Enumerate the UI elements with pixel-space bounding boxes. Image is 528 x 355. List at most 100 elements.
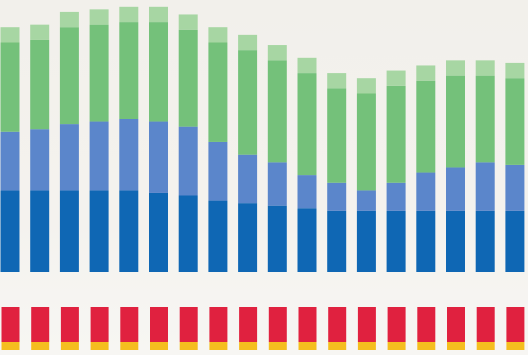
lower-bar-red-6 [150,307,168,342]
lower-bar-red-18 [506,307,525,342]
bar-segment-s2-4 [89,121,109,191]
bar-segment-s3-12 [327,88,347,183]
bar-segment-s2-10 [267,162,287,206]
lower-bar-red-17 [476,307,495,342]
bar-segment-s3-14 [386,85,406,183]
bar-segment-s3-2 [30,39,50,130]
bar-segment-s4-2 [30,24,50,40]
lower-bar-yellow-2 [31,342,50,350]
lower-bar-yellow-14 [387,342,406,350]
bar-segment-s2-6 [149,121,168,193]
lower-bar-red-16 [447,307,465,342]
bar-segment-s2-7 [178,126,198,196]
lower-bar-red-14 [387,307,406,342]
bar-segment-s1-1 [0,190,20,272]
bar-segment-s1-11 [297,208,317,272]
lower-bar-red-5 [120,307,139,342]
bar-segment-s2-18 [505,164,525,211]
bar-segment-s2-9 [238,154,258,204]
bar-segment-s2-16 [446,167,465,211]
lower-bar-group [1,307,525,350]
bar-segment-s4-16 [446,60,465,76]
lower-bar-yellow-7 [179,342,198,350]
lower-bar-yellow-10 [268,342,287,350]
bar-segment-s3-11 [297,73,317,176]
lower-bar-red-10 [268,307,287,342]
bar-segment-s1-10 [267,205,287,272]
bar-segment-s3-15 [416,80,436,173]
bar-segment-s1-3 [59,190,79,272]
bar-segment-s4-7 [178,14,198,30]
lower-bar-yellow-13 [357,342,376,350]
lower-bar-red-3 [60,307,79,342]
lower-bar-red-4 [90,307,109,342]
bar-segment-s1-4 [89,190,109,272]
lower-bar-yellow-15 [417,342,436,350]
bar-segment-s4-5 [119,6,139,23]
lower-bar-yellow-8 [209,342,228,350]
bar-segment-s4-13 [356,78,376,94]
bar-segment-s1-16 [446,210,465,272]
bar-segment-s3-7 [178,29,198,127]
bar-segment-s3-17 [475,75,495,163]
bar-segment-s3-10 [267,60,287,163]
bar-segment-s1-9 [238,203,258,272]
bar-segment-s4-11 [297,57,317,74]
bar-segment-s2-2 [30,129,50,191]
bar-segment-s3-18 [505,78,525,165]
bar-segment-s2-8 [208,141,228,201]
bar-segment-s4-15 [416,65,436,81]
bar-segment-s1-8 [208,200,228,272]
bar-segment-s1-2 [30,190,50,272]
lower-bar-red-7 [179,307,198,342]
bar-segment-s1-12 [327,210,347,272]
bar-segment-s4-14 [386,70,406,86]
bar-segment-s2-1 [0,131,20,191]
lower-bar-red-11 [298,307,317,342]
lower-bar-yellow-12 [328,342,347,350]
bar-segment-s1-13 [356,210,376,272]
bar-segment-s3-4 [89,24,109,122]
lower-bar-red-8 [209,307,228,342]
bar-segment-s3-3 [59,27,79,125]
bar-segment-s3-16 [446,75,465,168]
bar-segment-s1-6 [149,192,168,272]
bar-segment-s1-14 [386,210,406,272]
lower-bar-yellow-3 [60,342,79,350]
upper-bar-group [0,6,525,272]
bar-segment-s1-5 [119,190,139,272]
lower-bar-yellow-16 [447,342,465,350]
bar-segment-s3-1 [0,42,20,132]
bar-segment-s4-6 [149,6,168,23]
lower-bar-yellow-11 [298,342,317,350]
bar-segment-s2-12 [327,182,347,211]
lower-bar-red-2 [31,307,50,342]
bar-segment-s4-9 [238,34,258,51]
lower-bar-red-1 [1,307,20,342]
bar-segment-s4-8 [208,27,228,43]
lower-bar-red-15 [417,307,436,342]
bar-segment-s3-13 [356,93,376,191]
bar-segment-s4-1 [0,27,20,43]
lower-bar-yellow-18 [506,342,525,350]
lower-bar-yellow-1 [1,342,20,350]
lower-bar-red-9 [239,307,258,342]
lower-bar-yellow-17 [476,342,495,350]
bar-segment-s4-17 [475,60,495,76]
bar-segment-s4-10 [267,45,287,61]
bar-segment-s2-14 [386,182,406,211]
lower-bar-red-12 [328,307,347,342]
bar-segment-s4-4 [89,9,109,25]
bar-segment-s2-13 [356,190,376,211]
bar-segment-s1-15 [416,210,436,272]
bar-segment-s1-17 [475,210,495,272]
bar-segment-s3-9 [238,50,258,155]
bar-segment-s1-7 [178,195,198,272]
bar-segment-s4-3 [59,11,79,28]
bar-segment-s2-11 [297,175,317,209]
lower-bar-red-13 [357,307,376,342]
bar-segment-s4-18 [505,62,525,79]
bar-segment-s3-6 [149,22,168,122]
